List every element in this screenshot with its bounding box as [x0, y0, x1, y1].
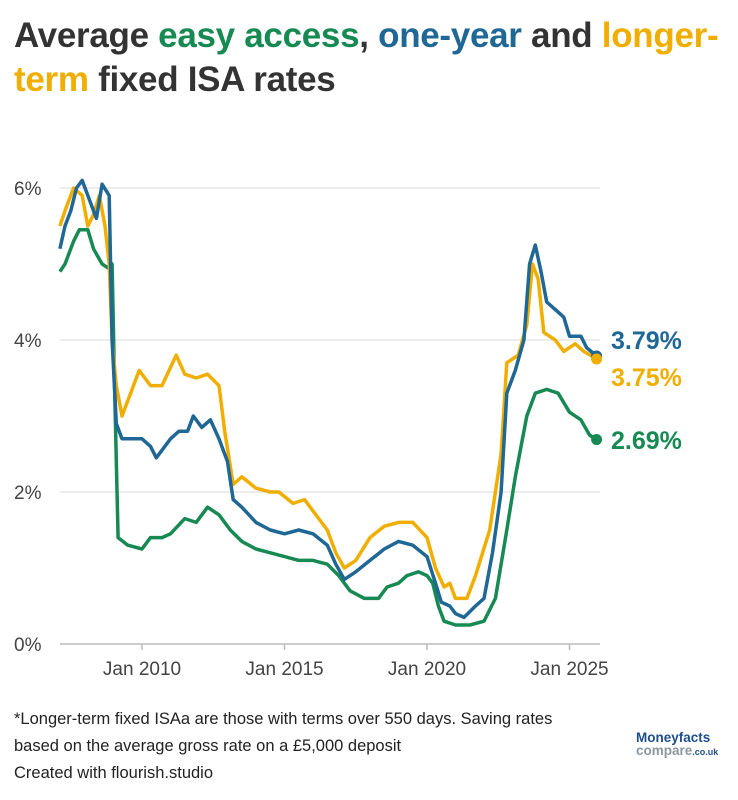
credit-link[interactable]: Created with flourish.studio	[14, 764, 214, 782]
title-part: ,	[359, 16, 379, 55]
title-part: and	[521, 16, 602, 55]
x-tick-label: Jan 2010	[103, 659, 181, 680]
logo-line-1: Moneyfacts	[636, 730, 711, 745]
end-value-label: 3.75%	[611, 364, 682, 392]
x-tick-label: Jan 2025	[530, 659, 608, 680]
y-tick-label: 4%	[14, 331, 42, 352]
title-part: fixed ISA rates	[88, 60, 336, 99]
moneyfacts-logo: Moneyfacts compare.co.uk	[636, 731, 718, 759]
series-line-easy-access	[58, 228, 598, 627]
chart-title: Average easy access, one-year and longer…	[14, 14, 724, 102]
y-tick-label: 6%	[14, 179, 42, 200]
footnote-line-2: based on the average gross rate on a £5,…	[14, 737, 402, 755]
y-tick-label: 0%	[14, 635, 42, 656]
title-part-easy-access: easy access	[158, 16, 360, 55]
title-part-one-year: one-year	[378, 16, 522, 55]
logo-suffix: .co.uk	[692, 747, 719, 757]
footnote-line-1: *Longer-term fixed ISAa are those with t…	[14, 710, 553, 728]
series-line-one-year	[58, 178, 598, 620]
end-value-label: 3.79%	[611, 327, 682, 355]
end-value-label: 2.69%	[611, 427, 682, 455]
title-part-longer-term: longer-term	[14, 16, 719, 99]
end-point-easy-access	[591, 434, 603, 446]
title-part: Average	[14, 16, 159, 55]
y-tick-label: 2%	[14, 483, 42, 504]
logo-line-2: compare	[636, 743, 693, 758]
series-line-longer-term	[58, 186, 598, 601]
x-tick-label: Jan 2020	[388, 659, 466, 680]
x-tick-label: Jan 2015	[245, 659, 323, 680]
end-point-longer-term	[591, 353, 603, 365]
